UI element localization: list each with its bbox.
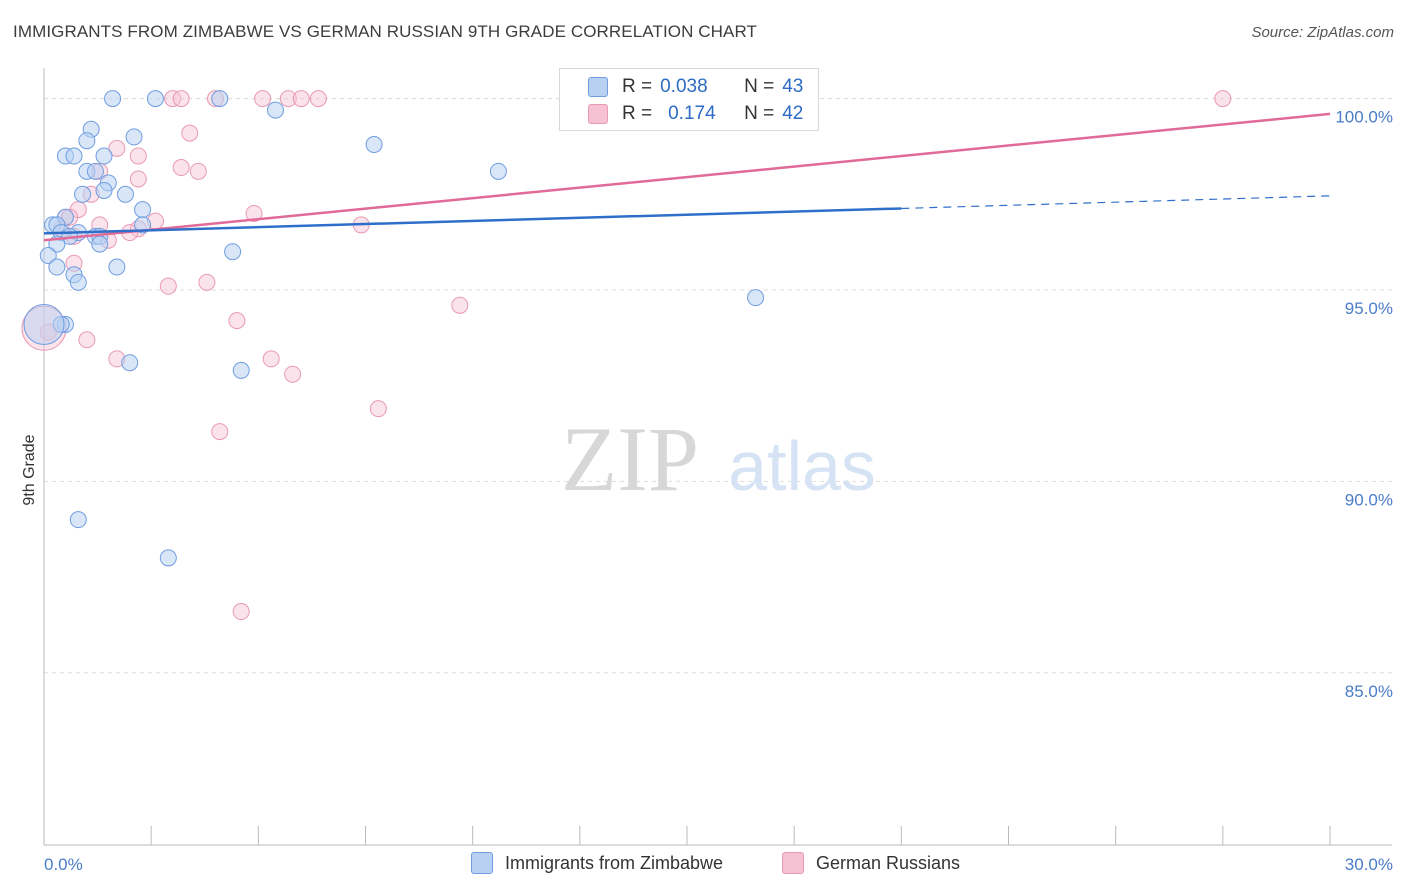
data-point-german-russians xyxy=(451,296,469,314)
bottom-legend: Immigrants from Zimbabwe German Russians xyxy=(0,850,1406,878)
legend-n-label: N = xyxy=(744,76,775,97)
data-point-german-russians xyxy=(292,90,310,108)
data-point-zimbabwe xyxy=(489,162,507,180)
series-german-russians xyxy=(21,90,1232,621)
chart-title: IMMIGRANTS FROM ZIMBABWE VS GERMAN RUSSI… xyxy=(13,22,758,41)
data-point-german-russians xyxy=(262,350,280,368)
data-point-german-russians xyxy=(369,400,387,418)
data-point-german-russians xyxy=(108,139,126,157)
y-tick-label: 95.0% xyxy=(1345,299,1393,318)
data-point-zimbabwe xyxy=(69,273,87,291)
data-point-zimbabwe xyxy=(95,181,113,199)
legend-swatch-pink xyxy=(588,104,608,124)
data-point-german-russians xyxy=(129,147,147,165)
data-point-german-russians xyxy=(181,124,199,142)
data-point-german-russians xyxy=(159,277,177,295)
data-point-zimbabwe xyxy=(211,90,229,108)
x-tick-label: 30.0% xyxy=(1345,855,1393,874)
data-point-german-russians xyxy=(232,603,250,621)
legend-r-label: R = xyxy=(622,76,653,97)
data-point-german-russians xyxy=(309,90,327,108)
data-point-zimbabwe xyxy=(266,101,284,119)
legend-n-value: 42 xyxy=(782,103,804,124)
data-point-zimbabwe xyxy=(365,136,383,154)
legend-n-label: N = xyxy=(744,103,775,124)
data-point-zimbabwe-large xyxy=(23,303,65,345)
legend: R = 0.038 N = 43 R = 0.174 N = 42 xyxy=(559,68,819,131)
bottom-legend-label-german-russians: German Russians xyxy=(816,852,961,873)
legend-r-value: 0.174 xyxy=(668,103,716,124)
data-point-zimbabwe xyxy=(108,258,126,276)
data-point-zimbabwe xyxy=(121,354,139,372)
data-point-zimbabwe xyxy=(232,361,250,379)
legend-swatch-blue xyxy=(588,77,608,97)
data-point-german-russians xyxy=(189,162,207,180)
source-label: Source: ZipAtlas.com xyxy=(1251,24,1394,41)
trend-lines xyxy=(43,112,1331,242)
data-point-german-russians xyxy=(198,273,216,291)
x-tick-label: 0.0% xyxy=(44,855,83,874)
data-point-german-russians xyxy=(164,90,182,108)
data-point-german-russians xyxy=(211,423,229,441)
trend-line-german-russians xyxy=(43,112,1331,242)
trend-line-zimbabwe-extrapolated xyxy=(901,195,1331,210)
legend-row-zimbabwe: R = 0.038 N = 43 xyxy=(560,74,803,100)
watermark-atlas: atlas xyxy=(728,427,876,505)
data-point-zimbabwe xyxy=(747,289,765,307)
data-point-zimbabwe xyxy=(74,185,92,203)
data-point-zimbabwe xyxy=(224,243,242,261)
bottom-legend-german-russians: German Russians xyxy=(782,852,960,874)
bottom-legend-swatch-blue xyxy=(471,852,493,874)
data-point-zimbabwe xyxy=(78,132,96,150)
legend-r-label: R = xyxy=(622,103,653,124)
data-point-zimbabwe xyxy=(39,247,57,265)
data-point-zimbabwe xyxy=(116,185,134,203)
data-point-german-russians xyxy=(129,170,147,188)
data-point-german-russians xyxy=(254,90,272,108)
y-tick-label: 100.0% xyxy=(1335,108,1393,127)
axes xyxy=(43,68,1392,846)
data-point-zimbabwe xyxy=(159,549,177,567)
data-point-zimbabwe xyxy=(48,258,66,276)
y-tick-label: 85.0% xyxy=(1345,682,1393,701)
data-point-german-russians xyxy=(284,365,302,383)
legend-row-german-russians: R = 0.174 N = 42 xyxy=(560,101,803,127)
trend-line-zimbabwe xyxy=(43,207,902,235)
data-point-zimbabwe xyxy=(69,511,87,529)
data-point-german-russians xyxy=(172,159,190,177)
data-point-zimbabwe xyxy=(134,201,152,219)
data-point-zimbabwe xyxy=(65,147,83,165)
y-tick-labels: 85.0% 90.0% 95.0% 100.0% xyxy=(1335,108,1393,701)
x-tick-labels: 0.0% 30.0% xyxy=(44,855,1393,874)
watermark-zip: ZIP xyxy=(561,408,699,510)
data-point-german-russians xyxy=(228,312,246,330)
data-point-german-russians xyxy=(279,90,297,108)
legend-n-value: 43 xyxy=(782,76,804,97)
data-point-german-russians xyxy=(78,331,96,349)
data-point-zimbabwe xyxy=(104,90,122,108)
data-point-zimbabwe xyxy=(95,147,113,165)
data-point-zimbabwe xyxy=(86,162,104,180)
series-zimbabwe xyxy=(23,90,765,567)
bottom-legend-label-zimbabwe: Immigrants from Zimbabwe xyxy=(505,852,724,873)
data-point-zimbabwe xyxy=(146,90,164,108)
data-point-zimbabwe xyxy=(125,128,143,146)
data-point-german-russians xyxy=(1214,90,1232,108)
data-point-german-russians xyxy=(245,204,263,222)
grid-lines xyxy=(44,98,1392,674)
y-axis-label: 9th Grade xyxy=(21,434,38,505)
data-point-zimbabwe xyxy=(91,235,109,253)
legend-r-value: 0.038 xyxy=(660,76,708,97)
data-point-german-russians xyxy=(172,90,190,108)
bottom-legend-zimbabwe: Immigrants from Zimbabwe xyxy=(471,852,723,874)
y-tick-label: 90.0% xyxy=(1345,490,1393,509)
watermark: ZIP atlas xyxy=(561,408,876,510)
bottom-legend-swatch-pink xyxy=(782,852,804,874)
